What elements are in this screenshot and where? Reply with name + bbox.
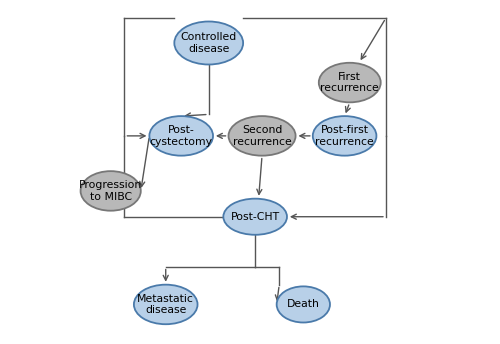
Text: Post-CHT: Post-CHT bbox=[230, 212, 280, 222]
Ellipse shape bbox=[224, 198, 287, 235]
Ellipse shape bbox=[134, 285, 198, 324]
Text: Progression
to MIBC: Progression to MIBC bbox=[79, 180, 142, 202]
Ellipse shape bbox=[276, 286, 330, 323]
Ellipse shape bbox=[174, 21, 243, 65]
Ellipse shape bbox=[228, 116, 296, 155]
Ellipse shape bbox=[319, 63, 380, 103]
Text: Post-
cystectomy: Post- cystectomy bbox=[150, 125, 212, 147]
Text: First
recurrence: First recurrence bbox=[320, 72, 379, 93]
Ellipse shape bbox=[150, 116, 213, 155]
Ellipse shape bbox=[80, 171, 141, 211]
Text: Controlled
disease: Controlled disease bbox=[180, 32, 237, 54]
Text: Death: Death bbox=[287, 299, 320, 310]
Ellipse shape bbox=[313, 116, 376, 155]
Text: Post-first
recurrence: Post-first recurrence bbox=[315, 125, 374, 147]
Text: Metastatic
disease: Metastatic disease bbox=[138, 294, 194, 315]
Text: Second
recurrence: Second recurrence bbox=[232, 125, 292, 147]
